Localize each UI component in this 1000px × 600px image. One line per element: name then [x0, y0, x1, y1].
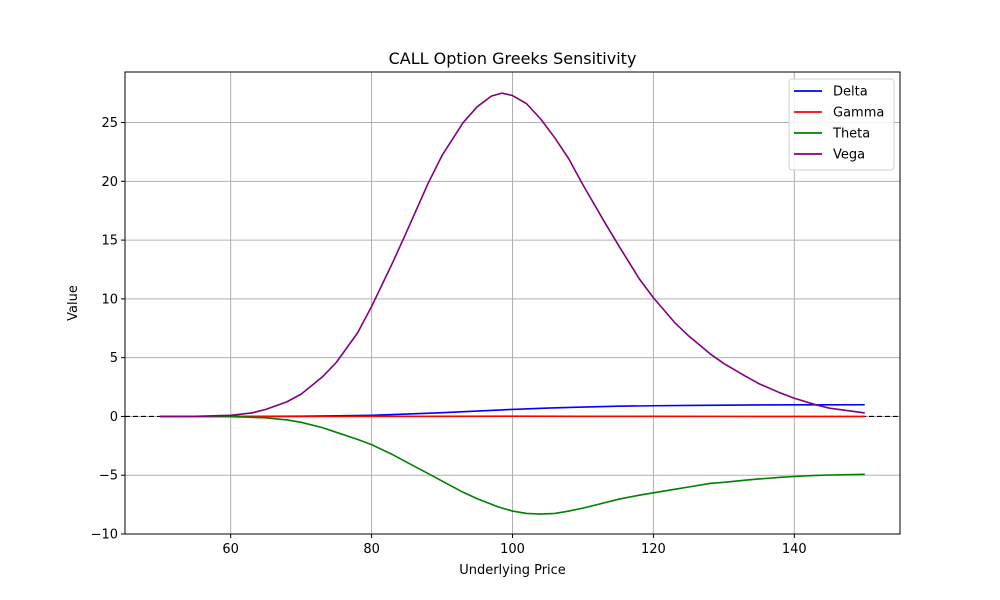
- legend-box: [788, 78, 895, 171]
- chart-title: CALL Option Greeks Sensitivity: [389, 49, 637, 68]
- x-tick-label: 80: [363, 542, 380, 557]
- legend-label-gamma: Gamma: [833, 106, 884, 121]
- x-tick-label: 100: [500, 542, 525, 557]
- x-axis-ticks: 60 80 100 120 140: [222, 534, 807, 557]
- x-axis-label: Underlying Price: [459, 563, 566, 578]
- y-tick-label: 20: [101, 175, 118, 190]
- y-tick-label: 0: [110, 410, 118, 425]
- y-tick-label: 25: [101, 116, 118, 131]
- legend-label-vega: Vega: [833, 148, 865, 163]
- y-tick-label: −5: [99, 469, 118, 484]
- x-tick-label: 140: [782, 542, 807, 557]
- legend: Delta Gamma Theta Vega: [788, 78, 895, 171]
- y-axis-ticks: −10 −5 0 5 10 15 20 25: [91, 116, 125, 543]
- series-line-theta: [160, 415, 865, 515]
- series-lines: [160, 92, 865, 515]
- legend-label-delta: Delta: [833, 85, 868, 100]
- legend-label-theta: Theta: [832, 127, 870, 142]
- y-tick-label: 15: [101, 234, 118, 249]
- series-line-vega: [160, 92, 865, 418]
- y-tick-label: 10: [101, 292, 118, 307]
- y-tick-label: 5: [110, 351, 118, 366]
- y-axis-label: Value: [66, 285, 81, 321]
- y-tick-label: −10: [91, 528, 118, 543]
- x-tick-label: 60: [222, 542, 239, 557]
- x-tick-label: 120: [641, 542, 666, 557]
